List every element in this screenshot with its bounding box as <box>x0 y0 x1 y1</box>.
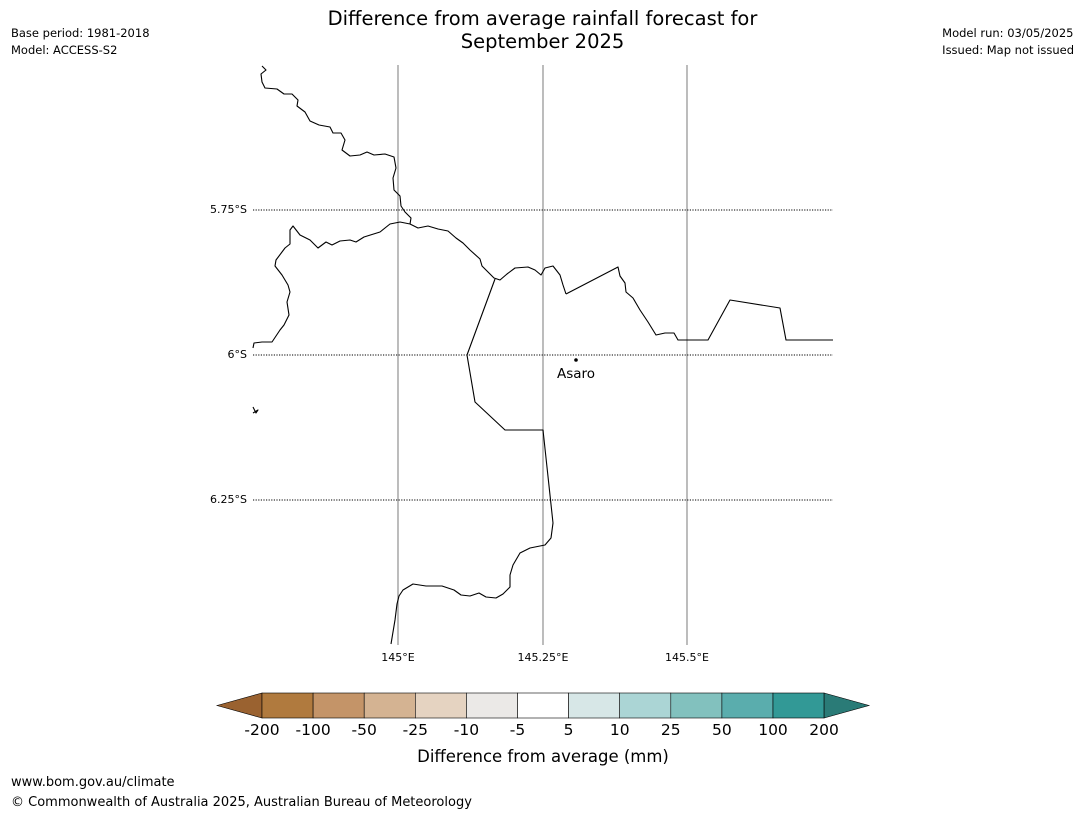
colorbar-segment <box>517 692 569 719</box>
colorbar-segment <box>261 692 314 719</box>
colorbar-tick-label: -25 <box>403 721 428 739</box>
map-title: Difference from average rainfall forecas… <box>0 7 1085 53</box>
colorbar-segment <box>670 692 723 719</box>
colorbar-segment <box>414 692 467 719</box>
run-info: Model run: 03/05/2025 Issued: Map not is… <box>942 25 1074 59</box>
footer-copyright: © Commonwealth of Australia 2025, Austra… <box>11 795 472 810</box>
colorbar-tick-label: 100 <box>758 721 788 739</box>
colorbar-segment <box>619 692 672 719</box>
colorbar-tick-label: 5 <box>564 721 574 739</box>
lon-label-145e: 145°E <box>381 651 414 664</box>
colorbar-segment <box>568 692 620 719</box>
issued-text: Issued: Map not issued <box>942 43 1074 57</box>
lon-label-145-25e: 145.25°E <box>518 651 569 664</box>
colorbar-segment <box>312 692 365 719</box>
colorbar-tick-label: 10 <box>610 721 630 739</box>
place-marker <box>574 358 578 362</box>
parallel-lines <box>253 209 833 501</box>
colorbar-tick-label: -100 <box>296 721 331 739</box>
place-label: Asaro <box>557 366 595 382</box>
colorbar-tick-label: -5 <box>510 721 525 739</box>
model-info: Base period: 1981-2018 Model: ACCESS-S2 <box>11 25 150 59</box>
title-line-2: September 2025 <box>460 30 625 53</box>
boundary-central-north <box>409 223 567 295</box>
colorbar <box>215 692 871 719</box>
lat-label-5-75s: 5.75°S <box>210 203 247 216</box>
lat-label-6-25s: 6.25°S <box>210 493 247 506</box>
lat-label-6s: 6°S <box>228 348 247 361</box>
title-line-1: Difference from average rainfall forecas… <box>327 7 758 30</box>
boundary-far-west-fragment <box>252 406 259 414</box>
colorbar-segment <box>721 692 774 719</box>
meridian-lines <box>397 65 688 645</box>
boundary-north-west <box>260 65 412 225</box>
base-period-text: Base period: 1981-2018 <box>11 26 150 40</box>
place-asaro: Asaro <box>557 358 595 382</box>
colorbar-tick-label: -200 <box>244 721 279 739</box>
colorbar-segment <box>772 692 825 719</box>
model-run-text: Model run: 03/05/2025 <box>942 26 1074 40</box>
colorbar-left-extension <box>215 692 263 719</box>
colorbar-tick-label: 25 <box>661 721 681 739</box>
footer-url[interactable]: www.bom.gov.au/climate <box>11 775 175 790</box>
province-boundaries <box>252 65 833 645</box>
boundary-west-inner <box>252 221 411 349</box>
boundary-central-east <box>565 266 833 341</box>
colorbar-tick-label: -50 <box>352 721 377 739</box>
colorbar-tick-labels: -200 -100 -50 -25 -10 -5 5 10 25 50 100 200 <box>244 721 838 739</box>
model-text: Model: ACCESS-S2 <box>11 43 118 57</box>
colorbar-tick-label: 200 <box>809 721 839 739</box>
colorbar-right-extension <box>823 692 871 719</box>
colorbar-tick-label: -10 <box>454 721 479 739</box>
boundary-central-west <box>390 278 554 645</box>
colorbar-segment <box>363 692 416 719</box>
colorbar-title: Difference from average (mm) <box>417 747 669 766</box>
lon-label-145-5e: 145.5°E <box>665 651 709 664</box>
colorbar-tick-label: 50 <box>712 721 732 739</box>
colorbar-segment <box>466 692 518 719</box>
